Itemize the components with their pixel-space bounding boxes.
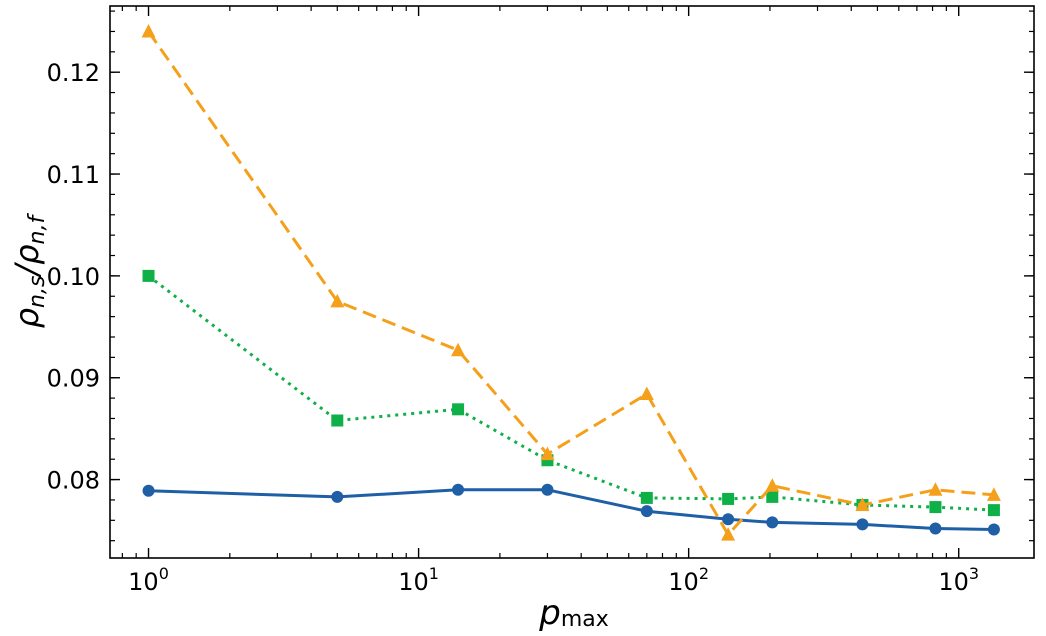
series-green-square-point — [929, 501, 942, 514]
series-orange-triangle-point — [986, 487, 1001, 501]
series-orange-triangle-point — [721, 527, 736, 541]
y-axis-label-rho2: /ρ — [8, 244, 46, 278]
x-tick-label-base: 10 — [668, 568, 699, 596]
series-green-square-point — [987, 504, 1000, 517]
series-blue-circle-point — [331, 490, 344, 503]
series-orange-triangle-point — [855, 497, 870, 512]
series-green-square-point — [142, 269, 155, 282]
y-tick-label: 0.08 — [47, 467, 100, 495]
series-blue-circle-point — [722, 513, 735, 526]
series-blue-circle-point — [142, 484, 155, 497]
x-tick-label-exponent: 3 — [969, 564, 979, 583]
series-green-square-point — [640, 491, 653, 504]
x-tick-label: 101 — [398, 564, 439, 596]
series-green-square-point — [331, 414, 344, 427]
y-axis-label-sub1: n,s — [25, 276, 50, 308]
x-tick-label-exponent: 1 — [429, 564, 439, 583]
plot-frame — [109, 5, 1035, 559]
series-blue-circle-point — [541, 483, 554, 496]
series-orange-triangle-point — [451, 342, 466, 357]
series-green-square-point — [452, 403, 465, 416]
plot-area — [110, 6, 1034, 558]
y-tick-label: 0.11 — [47, 161, 100, 189]
major-ticks — [110, 6, 1034, 558]
x-tick-label: 103 — [938, 564, 979, 596]
x-axis-label-sub: max — [561, 607, 609, 632]
x-tick-label-exponent: 0 — [159, 564, 169, 583]
x-tick-label-base: 10 — [398, 568, 429, 596]
series-orange-triangle-point — [540, 446, 555, 461]
series-blue-circle-point — [856, 518, 869, 531]
x-tick-label-exponent: 2 — [699, 564, 709, 583]
y-tick-label: 0.12 — [47, 59, 100, 87]
series-blue-circle-point — [766, 516, 779, 529]
x-tick-label-base: 10 — [128, 568, 159, 596]
x-axis-label-main: p — [538, 593, 561, 633]
series-green-square-line — [147, 274, 994, 512]
y-tick-label: 0.09 — [47, 365, 100, 393]
series-orange-triangle-point — [765, 478, 780, 492]
y-tick-label: 0.10 — [47, 263, 100, 291]
series-blue-circle-point — [929, 522, 942, 535]
series-blue-circle-point — [640, 505, 653, 518]
series-green-square-point — [722, 492, 735, 505]
series-orange-triangle-point — [928, 482, 943, 496]
y-axis-label-rho1: ρ — [8, 308, 46, 328]
x-axis-label: pmax — [538, 593, 609, 633]
y-axis-label-sub2: n,f — [25, 213, 50, 245]
x-tick-label-base: 10 — [938, 568, 969, 596]
x-tick-label: 100 — [128, 564, 169, 596]
x-tick-label: 102 — [668, 564, 709, 596]
series-layer — [141, 23, 1001, 541]
series-orange-triangle-point — [639, 386, 654, 401]
series-blue-circle-point — [987, 523, 1000, 536]
series-blue-circle-point — [452, 483, 465, 496]
y-axis-label: ρn,s/ρn,f — [8, 213, 50, 329]
minor-ticks — [110, 6, 1034, 558]
series-orange-triangle-point — [141, 23, 156, 38]
series-orange-triangle-point — [330, 293, 345, 308]
series-blue-circle-line — [148, 488, 994, 531]
series-green-square-point — [766, 490, 779, 503]
